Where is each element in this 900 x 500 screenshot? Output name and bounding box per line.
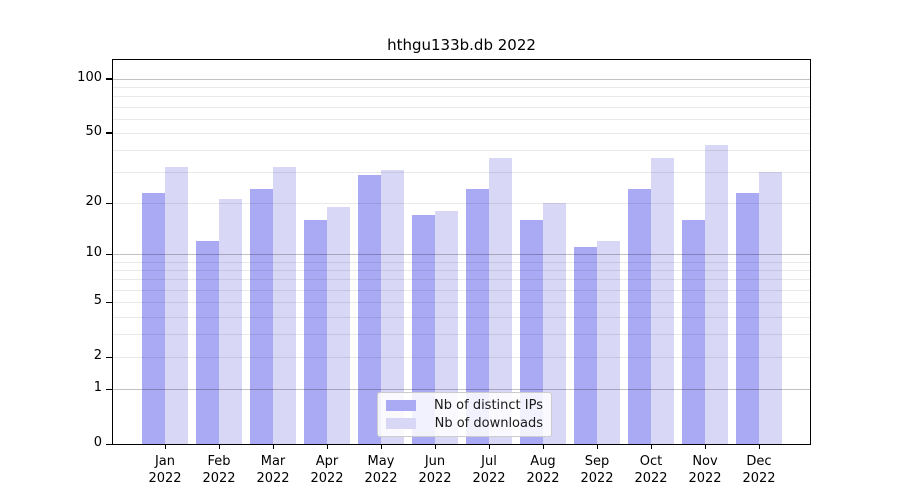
x-tick-label-may: May 2022 xyxy=(364,454,398,486)
legend-item-distinct-ips: Nb of distinct IPs xyxy=(386,398,543,413)
gridline-minor-7 xyxy=(113,279,810,281)
legend-label-distinct-ips: Nb of distinct IPs xyxy=(434,398,543,413)
x-tick-oct xyxy=(650,444,652,449)
x-tick-jun xyxy=(434,444,436,449)
gridline-minor-80 xyxy=(113,96,810,98)
bar-downloads-mar xyxy=(273,167,296,444)
x-tick-label-jan: Jan 2022 xyxy=(148,454,182,486)
bar-ips-sep xyxy=(574,247,597,444)
x-tick-label-aug: Aug 2022 xyxy=(526,454,560,486)
x-tick-label-jun: Jun 2022 xyxy=(418,454,452,486)
y-tick-label-50: 50 xyxy=(85,123,102,139)
x-tick-jan xyxy=(164,444,166,449)
x-tick-jul xyxy=(488,444,490,449)
gridline-major-100 xyxy=(113,78,810,80)
y-tick-0 xyxy=(106,443,112,445)
gridline-minor-90 xyxy=(113,87,810,88)
gridline-minor-4 xyxy=(113,316,810,318)
chart-title: hthgu133b.db 2022 xyxy=(387,36,536,54)
legend-swatch-distinct-ips xyxy=(386,400,416,411)
bar-downloads-may xyxy=(381,169,404,444)
gridline-minor-40 xyxy=(113,150,810,152)
gridline-minor-2 xyxy=(113,357,810,359)
bar-downloads-sep xyxy=(597,241,620,444)
x-tick-label-jul: Jul 2022 xyxy=(472,454,506,486)
bar-ips-dec xyxy=(736,192,759,444)
bar-downloads-jan xyxy=(165,167,188,444)
bar-ips-jan xyxy=(142,192,165,444)
bar-downloads-dec xyxy=(759,172,782,444)
x-tick-label-oct: Oct 2022 xyxy=(634,454,668,486)
y-tick-10 xyxy=(106,253,112,256)
y-tick-label-2: 2 xyxy=(93,348,102,364)
gridline-major-10 xyxy=(113,254,810,256)
y-tick-20 xyxy=(106,202,112,205)
bar-ips-may xyxy=(358,174,381,444)
gridline-minor-5 xyxy=(113,302,810,304)
y-tick-label-1: 1 xyxy=(93,380,102,396)
plot-area xyxy=(112,59,811,445)
x-tick-dec xyxy=(758,444,760,449)
y-tick-50 xyxy=(106,132,112,134)
gridline-major-1 xyxy=(113,389,810,391)
x-tick-label-nov: Nov 2022 xyxy=(688,454,722,486)
gridline-minor-30 xyxy=(113,172,810,174)
bar-ips-nov xyxy=(682,219,705,444)
gridline-minor-70 xyxy=(113,106,810,108)
y-tick-label-20: 20 xyxy=(85,194,102,210)
bar-ips-aug xyxy=(520,219,543,444)
bar-downloads-jul xyxy=(489,158,512,444)
bar-ips-mar xyxy=(250,189,273,444)
gridline-minor-8 xyxy=(113,270,810,272)
bar-downloads-apr xyxy=(327,206,350,444)
x-tick-label-feb: Feb 2022 xyxy=(202,454,236,486)
y-tick-100 xyxy=(106,78,112,80)
legend-item-downloads: Nb of downloads xyxy=(386,416,543,431)
y-tick-5 xyxy=(106,301,112,304)
gridline-minor-20 xyxy=(113,203,810,205)
x-tick-feb xyxy=(218,444,220,449)
legend: Nb of distinct IPs Nb of downloads xyxy=(377,392,552,437)
x-tick-label-sep: Sep 2022 xyxy=(580,454,614,486)
gridline-minor-3 xyxy=(113,334,810,336)
bar-downloads-jun xyxy=(435,211,458,444)
x-tick-label-mar: Mar 2022 xyxy=(256,454,290,486)
x-tick-sep xyxy=(596,444,598,449)
bar-ips-apr xyxy=(304,219,327,444)
bar-ips-jul xyxy=(466,189,489,444)
y-tick-label-10: 10 xyxy=(85,245,102,261)
bar-ips-jun xyxy=(412,215,435,444)
y-tick-label-5: 5 xyxy=(93,293,102,309)
y-tick-label-100: 100 xyxy=(77,69,102,85)
legend-swatch-downloads xyxy=(386,418,416,429)
x-tick-aug xyxy=(542,444,544,449)
legend-label-downloads: Nb of downloads xyxy=(434,416,543,431)
x-tick-nov xyxy=(704,444,706,449)
bar-ips-oct xyxy=(628,189,651,444)
y-tick-1 xyxy=(106,388,112,391)
gridline-minor-50 xyxy=(113,132,810,134)
x-tick-label-dec: Dec 2022 xyxy=(742,454,776,486)
x-tick-label-apr: Apr 2022 xyxy=(310,454,344,486)
x-tick-may xyxy=(380,444,382,449)
bar-ips-feb xyxy=(196,241,219,444)
gridline-minor-9 xyxy=(113,261,810,263)
bar-downloads-aug xyxy=(543,203,566,444)
bar-downloads-feb xyxy=(219,199,242,444)
x-tick-mar xyxy=(272,444,274,449)
gridline-minor-60 xyxy=(113,118,810,120)
bar-downloads-oct xyxy=(651,158,674,444)
y-tick-label-0: 0 xyxy=(93,435,102,450)
x-tick-apr xyxy=(326,444,328,449)
y-tick-2 xyxy=(106,356,112,359)
bar-downloads-nov xyxy=(705,144,728,444)
gridline-minor-6 xyxy=(113,290,810,291)
